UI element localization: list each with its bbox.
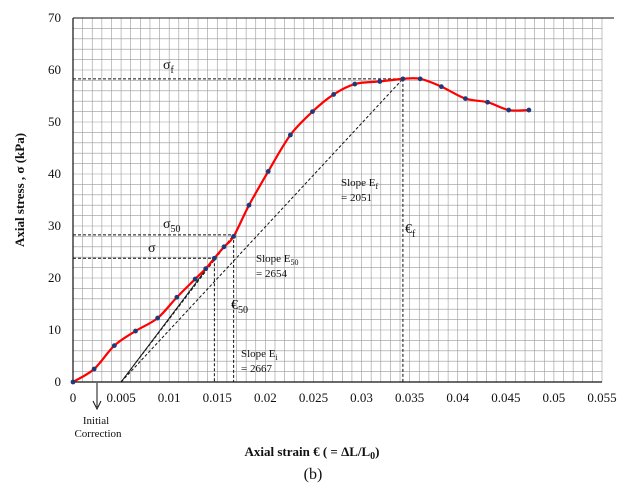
data-point — [133, 328, 138, 334]
x-axis-title-main: Axial strain € ( = ΔL/L — [244, 444, 370, 459]
eps-50-label: €50 — [231, 298, 248, 316]
data-point — [485, 99, 490, 105]
eps-f-label: €f — [405, 222, 416, 240]
data-point — [265, 169, 271, 174]
x-tick-label: 0.015 — [203, 390, 232, 405]
x-tick-label: 0.05 — [543, 390, 566, 405]
slope-ei-value: = 2667 — [241, 363, 272, 375]
data-point — [203, 266, 209, 272]
data-point — [417, 76, 423, 82]
data-series — [70, 76, 532, 385]
y-axis-title: Axial stress , σ (kPa) — [12, 133, 27, 247]
slope-ef-text: Slope E — [341, 177, 376, 189]
eps-f-sub: f — [412, 229, 416, 240]
slope-e50-sub: 50 — [291, 258, 299, 267]
eps-50-sub: 50 — [238, 305, 248, 316]
x-tick-label: 0.025 — [299, 390, 328, 405]
x-tick-label: 0.01 — [158, 390, 181, 405]
x-tick-label: 0.03 — [350, 390, 373, 405]
data-point — [377, 79, 383, 84]
sigma-50-sub: 50 — [171, 224, 181, 235]
y-tick-label: 20 — [48, 270, 61, 285]
data-point — [246, 202, 252, 208]
initial-correction-label-2: Correction — [74, 428, 122, 440]
initial-correction-label-1: Initial — [83, 415, 109, 427]
x-tick-label: 0.055 — [587, 390, 616, 405]
data-point — [231, 234, 237, 239]
slope-ei-sub: i — [276, 353, 279, 362]
data-point — [192, 276, 198, 282]
slope-e50-text: Slope E — [256, 253, 291, 265]
eps-50-symbol: € — [231, 298, 238, 313]
slope-ef-sub: f — [376, 182, 379, 191]
y-tick-label: 0 — [55, 374, 62, 389]
tick-labels: 0 0.005 0.01 0.015 0.02 0.025 0.03 0.035 0.04 0.0… — [48, 10, 617, 405]
x-axis-title: Axial strain € ( = ΔL/L0) — [244, 444, 379, 462]
x-tick-label: 0.045 — [491, 390, 520, 405]
data-point — [438, 84, 444, 90]
slope-ei-label: Slope Ei — [241, 348, 279, 362]
slope-ef-value: = 2051 — [341, 192, 372, 204]
y-tick-label: 30 — [48, 218, 61, 233]
x-tick-label: 0.005 — [106, 390, 135, 405]
data-point — [331, 92, 337, 97]
data-point — [400, 76, 406, 82]
data-point — [526, 107, 532, 113]
slope-e50-value: = 2654 — [256, 268, 287, 280]
y-tick-label: 10 — [48, 322, 61, 337]
sigma-50-label: σ50 — [163, 217, 181, 235]
data-point — [91, 366, 97, 372]
data-point — [221, 244, 227, 250]
data-point — [287, 132, 293, 138]
series-line — [72, 77, 529, 383]
x-tick-label: 0.02 — [254, 390, 277, 405]
data-point — [111, 343, 117, 348]
sigma-f-label: σf — [163, 58, 175, 76]
y-tick-label: 70 — [48, 10, 61, 25]
y-tick-label: 60 — [48, 62, 61, 77]
data-point — [174, 294, 180, 300]
figure-caption: (b) — [303, 466, 323, 483]
data-point — [310, 109, 315, 114]
data-point — [211, 255, 217, 261]
data-point — [463, 96, 468, 101]
data-point — [155, 315, 161, 321]
slope-ei-text: Slope E — [241, 348, 276, 360]
x-axis-title-end: ) — [375, 444, 379, 459]
sigma-50-symbol: σ — [163, 217, 171, 232]
slope-ef-label: Slope Ef — [341, 177, 379, 191]
data-point — [506, 107, 512, 113]
slope-e50-label: Slope E50 — [256, 253, 299, 267]
data-point — [70, 379, 76, 385]
sigma-f-sub: f — [171, 65, 175, 76]
initial-correction-arrow — [92, 383, 102, 411]
sigma-f-symbol: σ — [163, 58, 171, 73]
y-tick-label: 50 — [48, 114, 61, 129]
y-tick-label: 40 — [48, 166, 61, 181]
eps-f-symbol: € — [405, 222, 412, 237]
x-tick-label: 0 — [70, 390, 77, 405]
sigma-label: σ — [148, 241, 156, 256]
tangent-ei-line — [120, 257, 215, 383]
x-tick-label: 0.035 — [395, 390, 424, 405]
construction-lines — [73, 78, 404, 383]
x-tick-label: 0.04 — [446, 390, 469, 405]
x-axis-title-sub: 0 — [370, 451, 375, 462]
secant-ef-line — [120, 78, 404, 383]
data-point — [352, 81, 358, 87]
chart-grid — [72, 17, 603, 383]
